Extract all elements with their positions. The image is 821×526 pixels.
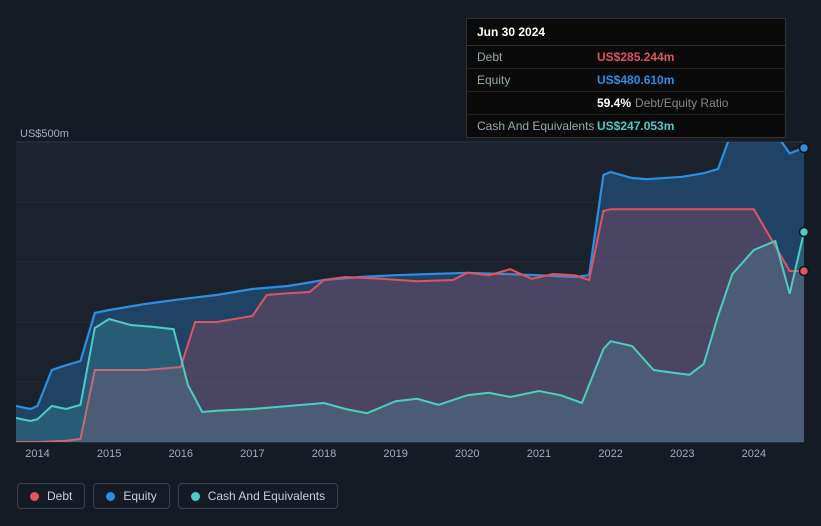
x-axis-label: 2016 xyxy=(169,448,193,460)
legend-label: Debt xyxy=(47,489,72,503)
legend-label: Equity xyxy=(123,489,156,503)
legend: Debt Equity Cash And Equivalents xyxy=(17,483,338,509)
x-axis-label: 2019 xyxy=(383,448,407,460)
end-marker-cash xyxy=(800,228,809,237)
x-axis: 2014 2015 2016 2017 2018 2019 2020 2021 2022 2023… xyxy=(0,448,821,468)
end-marker-equity xyxy=(800,144,809,153)
x-axis-label: 2015 xyxy=(97,448,121,460)
legend-dot-icon xyxy=(30,492,39,501)
x-axis-label: 2024 xyxy=(742,448,766,460)
end-marker-debt xyxy=(800,267,809,276)
legend-item-equity[interactable]: Equity xyxy=(93,483,169,509)
legend-item-debt[interactable]: Debt xyxy=(17,483,85,509)
x-axis-label: 2022 xyxy=(598,448,622,460)
x-axis-label: 2023 xyxy=(670,448,694,460)
x-axis-label: 2014 xyxy=(25,448,49,460)
legend-item-cash[interactable]: Cash And Equivalents xyxy=(178,483,338,509)
legend-dot-icon xyxy=(191,492,200,501)
legend-dot-icon xyxy=(106,492,115,501)
x-axis-label: 2018 xyxy=(312,448,336,460)
legend-label: Cash And Equivalents xyxy=(208,489,325,503)
x-axis-label: 2020 xyxy=(455,448,479,460)
x-axis-label: 2017 xyxy=(240,448,264,460)
x-axis-label: 2021 xyxy=(527,448,551,460)
